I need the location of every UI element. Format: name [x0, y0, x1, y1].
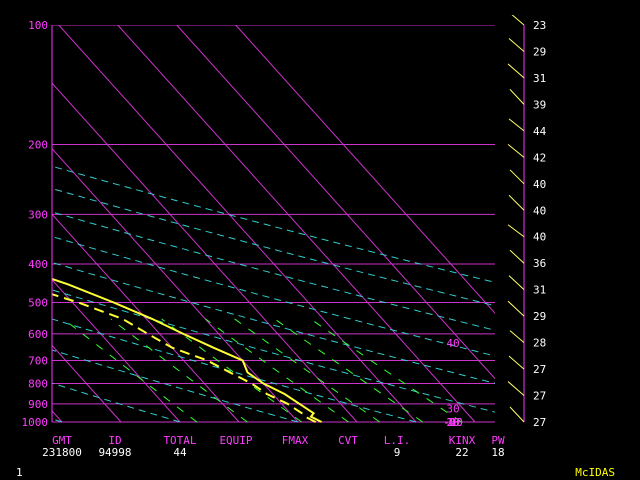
- wind-barb: [511, 15, 525, 26]
- wind-barb: [509, 249, 525, 264]
- isotherm-line: [52, 279, 181, 423]
- mixing-ratio-line: [310, 318, 462, 423]
- index-value-label: 22: [455, 446, 468, 459]
- pressure-tick-label: 500: [28, 296, 48, 309]
- wind-speed-label: 40: [533, 231, 546, 244]
- right-temp-tick-label: -20: [443, 416, 463, 429]
- index-value-label: 9: [394, 446, 401, 459]
- wind-barb: [509, 406, 525, 423]
- right-temp-tick-label: 30: [446, 403, 459, 416]
- pressure-tick-label: 1000: [22, 416, 49, 429]
- dry-adiabat-line: [52, 349, 299, 423]
- isotherm-line: [117, 25, 476, 423]
- index-value-label: 94998: [98, 446, 131, 459]
- wind-barb: [507, 143, 525, 158]
- right-temp-tick-label: 10: [446, 416, 459, 429]
- index-header-label: PW: [491, 434, 505, 447]
- isotherm-line: [52, 213, 240, 423]
- index-header-label: FMAX: [282, 434, 309, 447]
- temperature-profile-line: [52, 277, 323, 423]
- isotherm-line: [0, 25, 3, 422]
- mixing-ratio-line: [274, 318, 423, 423]
- wind-speed-label: 29: [533, 310, 546, 323]
- mixing-ratio-line: [205, 318, 349, 423]
- index-value-label: 231800: [42, 446, 82, 459]
- wind-barb: [508, 194, 525, 211]
- wind-barb: [507, 300, 525, 317]
- wind-speed-label: 27: [533, 390, 546, 403]
- index-header-label: KINX: [449, 434, 476, 447]
- footer-frame-number: 1: [16, 466, 23, 479]
- wind-barb: [508, 355, 525, 370]
- wind-speed-label: 42: [533, 151, 546, 164]
- wind-speed-label: 23: [533, 19, 546, 32]
- wind-barb: [509, 330, 525, 343]
- wind-barb: [508, 275, 525, 291]
- wind-speed-label: 27: [533, 363, 546, 376]
- mixing-ratio-line: [63, 318, 198, 423]
- isotherm-line: [176, 25, 495, 380]
- wind-speed-label: 28: [533, 337, 546, 350]
- isotherm-line: [52, 82, 358, 423]
- wind-speed-label: 29: [533, 45, 546, 58]
- wind-barb: [508, 38, 525, 52]
- right-temp-tick-label: -10: [443, 416, 463, 429]
- wind-speed-label: 44: [533, 125, 547, 138]
- index-header-label: ID: [108, 434, 121, 447]
- wind-speed-label: 40: [533, 204, 546, 217]
- dry-adiabat-line: [52, 236, 495, 357]
- dry-adiabat-line: [52, 382, 181, 423]
- wind-speed-label: 40: [533, 178, 546, 191]
- index-header-label: TOTAL: [163, 434, 196, 447]
- pressure-tick-label: 100: [28, 19, 48, 32]
- index-value-label: 18: [491, 446, 504, 459]
- right-temp-tick-label: 20: [446, 416, 459, 429]
- pressure-tick-label: 800: [28, 378, 48, 391]
- isotherm-line: [58, 25, 417, 423]
- index-header-label: CVT: [338, 434, 358, 447]
- pressure-tick-label: 600: [28, 328, 48, 341]
- wind-barb: [508, 118, 525, 132]
- wind-barb: [507, 63, 525, 79]
- right-temp-tick-label: 40: [446, 337, 459, 350]
- dry-adiabat-line: [52, 211, 495, 331]
- wind-speed-label: 39: [533, 98, 546, 111]
- dewpoint-profile-line: [52, 293, 317, 423]
- index-header-label: L.I.: [384, 434, 411, 447]
- index-header-label: EQUIP: [219, 434, 252, 447]
- dry-adiabat-line: [52, 289, 495, 413]
- wind-speed-label: 36: [533, 257, 546, 270]
- right-temp-tick-label: 0: [450, 416, 457, 429]
- wind-barb: [507, 381, 525, 396]
- mixing-ratio-line: [234, 318, 380, 423]
- pressure-tick-label: 900: [28, 398, 48, 411]
- isotherm-line: [235, 25, 495, 314]
- pressure-tick-label: 700: [28, 355, 48, 368]
- index-value-label: 44: [173, 446, 187, 459]
- index-header-label: GMT: [52, 434, 72, 447]
- isotherm-line: [52, 344, 122, 423]
- footer-brand-label: McIDAS: [575, 466, 615, 479]
- mixing-ratio-line: [110, 318, 248, 423]
- pressure-tick-label: 300: [28, 208, 48, 221]
- isotherm-line: [52, 147, 299, 423]
- wind-barb: [507, 224, 525, 238]
- pressure-tick-label: 200: [28, 139, 48, 152]
- wind-speed-label: 31: [533, 284, 546, 297]
- pressure-tick-label: 400: [28, 258, 48, 271]
- wind-speed-label: 27: [533, 416, 546, 429]
- dry-adiabat-line: [52, 261, 495, 384]
- wind-barb: [509, 89, 525, 105]
- dry-adiabat-line: [52, 318, 417, 423]
- wind-barb: [509, 169, 525, 185]
- wind-speed-label: 31: [533, 72, 546, 85]
